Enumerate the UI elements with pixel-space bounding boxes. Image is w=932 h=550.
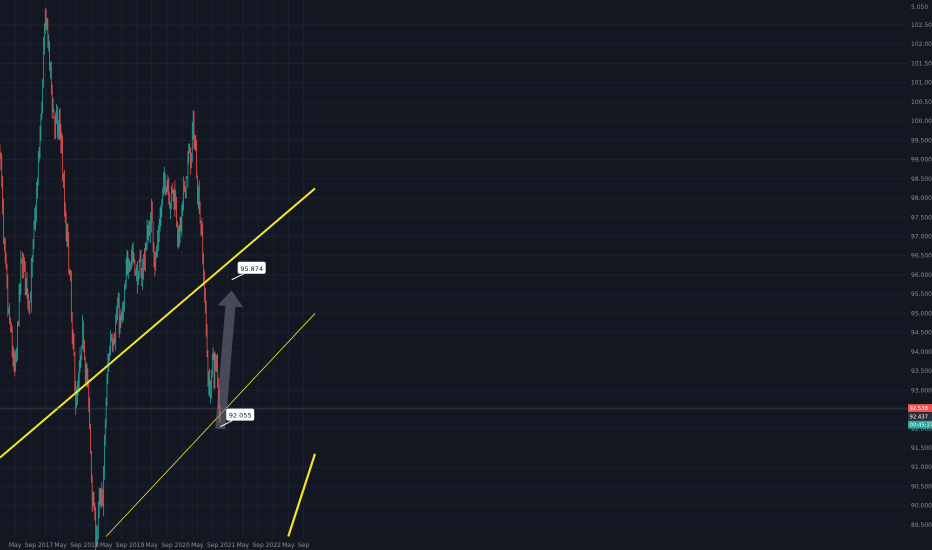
y-tick-label: 99.500 <box>911 137 932 144</box>
x-axis[interactable]: May Sep 2017 May Sep 2018 May Sep 2019 May Sep 2020… <box>9 542 310 549</box>
trendline[interactable] <box>0 187 316 459</box>
price-badge <box>908 404 932 413</box>
y-tick-label: 95.500 <box>911 291 932 298</box>
x-tick-label: 2018 <box>84 542 99 549</box>
y-tick-label: 96.000 <box>911 272 932 279</box>
x-tick-label: Sep <box>298 542 310 549</box>
y-tick-label: 98.500 <box>911 176 932 183</box>
y-tick-label: 102.000 <box>911 41 932 48</box>
x-tick-label: 2022 <box>266 542 281 549</box>
x-tick-label: 2017 <box>38 542 53 549</box>
price-annotations[interactable]: 95.874 92.055 <box>219 261 266 428</box>
y-tick-label: 90.000 <box>911 503 932 510</box>
price-badge-label: 92.538 <box>910 406 929 412</box>
price-badge-label: 00:45:37 <box>910 423 932 429</box>
x-tick-label: May <box>100 542 113 549</box>
x-tick-label: 2019 <box>129 542 144 549</box>
y-tick-label: 101.500 <box>911 60 932 67</box>
y-tick-label: 94.500 <box>911 330 932 337</box>
x-tick-label: Sep <box>70 542 82 549</box>
x-tick-label: May <box>282 542 295 549</box>
y-tick-label: 91.000 <box>911 464 932 471</box>
annotation-leader <box>231 273 244 281</box>
y-tick-label: 91.500 <box>911 445 932 452</box>
x-tick-label: May <box>191 542 204 549</box>
y-tick-label: 102.500 <box>911 22 932 29</box>
x-tick-label: Sep <box>161 542 173 549</box>
annotation-label: 95.874 <box>240 265 263 273</box>
y-tick-label: 95.000 <box>911 310 932 317</box>
annotation-box[interactable] <box>226 408 255 421</box>
x-tick-label: May <box>54 542 67 549</box>
y-tick-label: 100.000 <box>911 118 932 125</box>
annotation-label: 92.055 <box>229 412 252 420</box>
y-tick-label: 89.500 <box>911 522 932 529</box>
y-tick-label: 92.000 <box>911 426 932 433</box>
y-tick-label: 101.000 <box>911 80 932 87</box>
price-badges: 92.538 92.437 00:45:37 <box>908 404 932 429</box>
y-tick-label: 93.000 <box>911 387 932 394</box>
x-tick-label: Sep <box>252 542 264 549</box>
x-tick-label: Sep <box>116 542 128 549</box>
x-tick-label: Sep <box>25 542 37 549</box>
x-tick-label: May <box>145 542 158 549</box>
y-tick-label: 98.000 <box>911 195 932 202</box>
y-tick-label: 93.500 <box>911 368 932 375</box>
x-tick-label: 2021 <box>220 542 235 549</box>
x-tick-label: 2020 <box>175 542 190 549</box>
projection-arrow[interactable] <box>215 290 244 430</box>
candlestick-series <box>0 8 221 550</box>
price-badge <box>908 420 932 429</box>
annotation-leader <box>219 420 233 428</box>
y-tick-label: 100.500 <box>911 99 932 106</box>
x-tick-label: May <box>237 542 250 549</box>
price-badge <box>908 412 932 421</box>
y-tick-label: 99.000 <box>911 157 932 164</box>
y-tick-label: 94.000 <box>911 349 932 356</box>
y-tick-label: 90.500 <box>911 483 932 490</box>
projection-arrow-shape[interactable] <box>215 290 244 430</box>
x-tick-label: May <box>9 542 22 549</box>
trendline[interactable] <box>287 453 317 537</box>
trendlines[interactable] <box>0 187 317 537</box>
grid-lines <box>0 0 907 538</box>
price-badge-label: 92.437 <box>910 414 929 420</box>
y-tick-label: 96.500 <box>911 253 932 260</box>
annotation-box[interactable] <box>237 261 266 274</box>
y-tick-label: 97.500 <box>911 214 932 221</box>
y-tick-label: 97.000 <box>911 234 932 241</box>
y-axis-top-partial-label: 5.050 <box>911 4 928 11</box>
trendline[interactable] <box>105 313 316 537</box>
x-tick-label: Sep <box>207 542 219 549</box>
